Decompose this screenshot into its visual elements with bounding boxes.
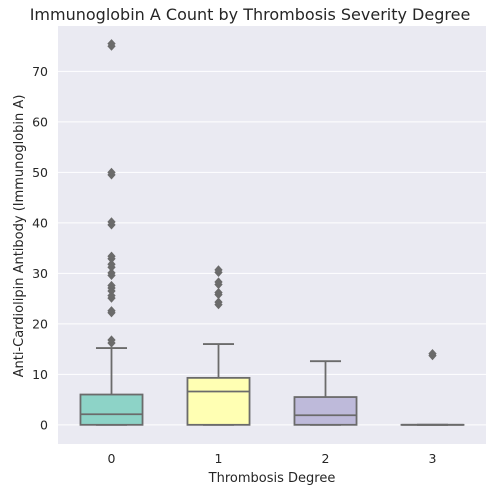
box-iqr — [80, 395, 142, 425]
y-axis-label: Anti-Cardiolipin Antibody (Immunoglobin … — [12, 95, 27, 378]
plot-background — [58, 26, 486, 444]
x-tick-label: 3 — [429, 451, 437, 466]
box-iqr — [187, 378, 249, 425]
x-tick-label: 2 — [322, 451, 330, 466]
box-iqr — [294, 397, 356, 425]
chart-title: Immunoglobin A Count by Thrombosis Sever… — [30, 5, 471, 24]
y-tick-label: 60 — [32, 114, 48, 129]
y-tick-label: 0 — [40, 417, 48, 432]
y-tick-label: 30 — [32, 266, 48, 281]
x-tick-label: 1 — [215, 451, 223, 466]
y-tick-label: 10 — [32, 367, 48, 382]
y-tick-label: 70 — [32, 64, 48, 79]
y-tick-label: 20 — [32, 316, 48, 331]
y-tick-label: 50 — [32, 165, 48, 180]
x-axis-label: Thrombosis Degree — [208, 471, 336, 486]
y-tick-label: 40 — [32, 215, 48, 230]
x-tick-label: 0 — [108, 451, 116, 466]
